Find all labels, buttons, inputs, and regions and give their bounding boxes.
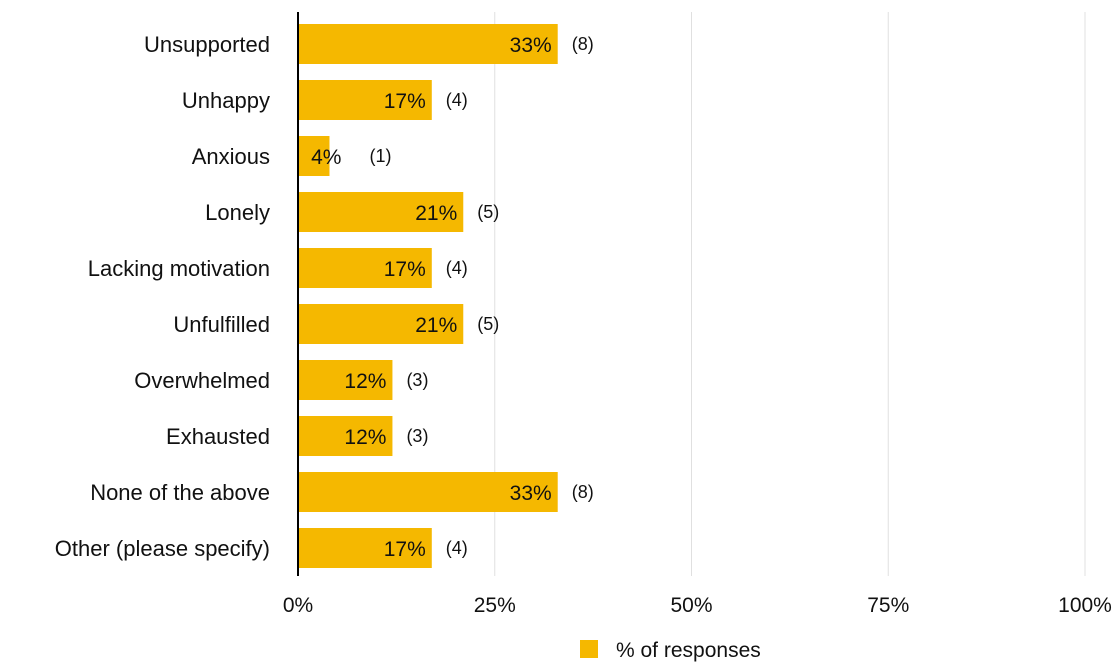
value-label: 12% xyxy=(344,370,386,393)
bars xyxy=(298,24,558,568)
value-label: 4% xyxy=(311,146,341,169)
x-tick-label: 0% xyxy=(283,594,313,617)
bar xyxy=(298,192,464,232)
legend-swatch xyxy=(580,640,598,658)
category-label: Unhappy xyxy=(182,88,270,113)
bar xyxy=(298,80,432,120)
count-label: (1) xyxy=(369,146,391,166)
bar xyxy=(298,136,330,176)
x-tick-label: 100% xyxy=(1058,594,1112,617)
x-tick-label: 50% xyxy=(670,594,712,617)
count-label: (4) xyxy=(446,90,468,110)
value-label: 21% xyxy=(415,202,457,225)
value-label: 12% xyxy=(344,426,386,449)
count-label: (8) xyxy=(572,34,594,54)
count-label: (5) xyxy=(477,202,499,222)
count-label: (3) xyxy=(406,370,428,390)
value-label: 17% xyxy=(384,258,426,281)
bar xyxy=(298,304,464,344)
value-label: 33% xyxy=(510,482,552,505)
count-label: (3) xyxy=(406,426,428,446)
x-tick-label: 25% xyxy=(474,594,516,617)
value-label: 33% xyxy=(510,34,552,57)
category-label: Lonely xyxy=(205,200,270,225)
count-label: (4) xyxy=(446,258,468,278)
value-label: 17% xyxy=(384,90,426,113)
x-tick-label: 75% xyxy=(867,594,909,617)
count-label: (8) xyxy=(572,482,594,502)
legend: % of responses xyxy=(580,639,761,662)
category-label: Other (please specify) xyxy=(55,536,270,561)
bar xyxy=(298,360,393,400)
category-label: Unfulfilled xyxy=(173,312,270,337)
category-label: Unsupported xyxy=(144,32,270,57)
legend-label: % of responses xyxy=(616,639,761,662)
category-label: Lacking motivation xyxy=(88,256,270,281)
category-label: Exhausted xyxy=(166,424,270,449)
count-label: (5) xyxy=(477,314,499,334)
value-label: 17% xyxy=(384,538,426,561)
category-label: Overwhelmed xyxy=(134,368,270,393)
bar xyxy=(298,24,558,64)
count-label: (4) xyxy=(446,538,468,558)
bar xyxy=(298,416,393,456)
bar xyxy=(298,528,432,568)
category-label: None of the above xyxy=(90,480,270,505)
bar xyxy=(298,472,558,512)
labels: 0% 25% 50% 75% 100% Unsupported 33% (8) Unhappy 1… xyxy=(55,32,1112,617)
category-label: Anxious xyxy=(192,144,270,169)
bar xyxy=(298,248,432,288)
value-label: 21% xyxy=(415,314,457,337)
